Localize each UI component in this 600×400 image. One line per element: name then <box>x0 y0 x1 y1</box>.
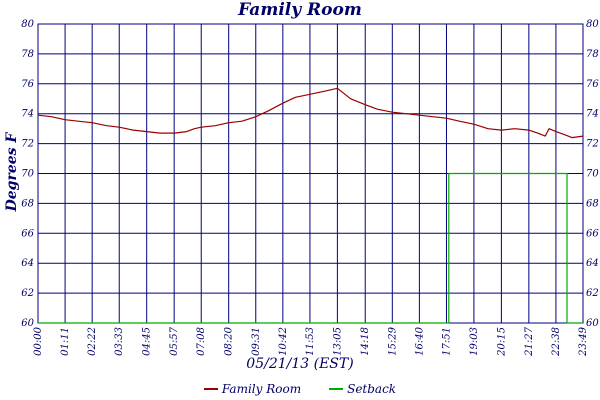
y-tick-label-left: 64 <box>21 258 34 269</box>
series-line-setback <box>38 172 583 324</box>
x-tick-label: 22:38 <box>551 327 562 357</box>
x-tick-label: 13:05 <box>332 327 343 356</box>
x-axis-label: 05/21/13 (EST) <box>246 356 354 372</box>
x-tick-label: 11:53 <box>305 327 316 356</box>
y-tick-label-right: 70 <box>586 169 599 180</box>
legend-swatch-setback <box>329 388 344 390</box>
y-tick-label-right: 68 <box>586 198 599 209</box>
x-tick-label: 20:15 <box>496 327 507 357</box>
series-layer <box>37 87 584 324</box>
y-tick-label-left: 74 <box>21 109 34 120</box>
y-tick-label-right: 64 <box>586 258 599 269</box>
y-tick-label-right: 76 <box>586 79 599 90</box>
y-tick-label-left: 72 <box>21 139 34 150</box>
x-tick-label: 15:29 <box>387 326 398 355</box>
x-tick-label: 21:27 <box>524 326 535 356</box>
x-tick-label: 23:49 <box>578 326 589 356</box>
y-tick-label-right: 72 <box>586 139 599 150</box>
tick-labels: 60 60 62 62 64 64 66 66 68 68 70 70 72 72 74 74 76 76 78 78… <box>21 19 599 357</box>
x-tick-label: 00:00 <box>33 326 44 355</box>
x-tick-label: 10:42 <box>278 327 289 356</box>
y-tick-label-right: 66 <box>586 228 599 239</box>
x-tick-label: 05:57 <box>169 326 180 355</box>
y-tick-label-left: 68 <box>21 198 34 209</box>
x-tick-label: 09:31 <box>251 327 262 356</box>
x-tick-label: 03:33 <box>114 327 125 356</box>
y-tick-label-left: 62 <box>21 288 34 299</box>
y-tick-label-right: 80 <box>586 19 599 30</box>
x-tick-label: 04:45 <box>142 327 153 356</box>
y-tick-label-left: 80 <box>21 19 34 30</box>
legend-item-family-room: Family Room <box>203 382 302 396</box>
x-tick-label: 08:20 <box>224 326 235 355</box>
x-tick-label: 16:40 <box>414 326 425 355</box>
chart-title: Family Room <box>238 0 362 20</box>
x-tick-label: 07:08 <box>196 327 207 356</box>
x-tick-label: 01:11 <box>60 327 71 356</box>
y-tick-label-right: 74 <box>586 109 599 120</box>
y-tick-label-left: 76 <box>21 79 34 90</box>
y-tick-label-left: 78 <box>21 49 34 60</box>
y-tick-label-right: 78 <box>586 49 599 60</box>
x-tick-label: 02:22 <box>87 327 98 356</box>
grid-layer <box>37 23 584 324</box>
y-tick-label-left: 70 <box>21 169 34 180</box>
x-tick-label: 19:03 <box>469 327 480 356</box>
legend-label-setback: Setback <box>347 382 397 396</box>
y-tick-label-left: 66 <box>21 228 34 239</box>
x-tick-label: 17:51 <box>441 327 452 356</box>
legend: Family Room Setback <box>0 382 600 396</box>
legend-item-setback: Setback <box>329 382 396 396</box>
series-line-family-room <box>37 87 584 139</box>
y-tick-label-right: 62 <box>586 288 599 299</box>
x-tick-label: 14:18 <box>360 327 371 356</box>
legend-swatch-family-room <box>203 388 218 390</box>
y-tick-label-left: 60 <box>21 318 34 329</box>
legend-label-family-room: Family Room <box>221 382 302 396</box>
y-tick-label-right: 60 <box>586 318 599 329</box>
